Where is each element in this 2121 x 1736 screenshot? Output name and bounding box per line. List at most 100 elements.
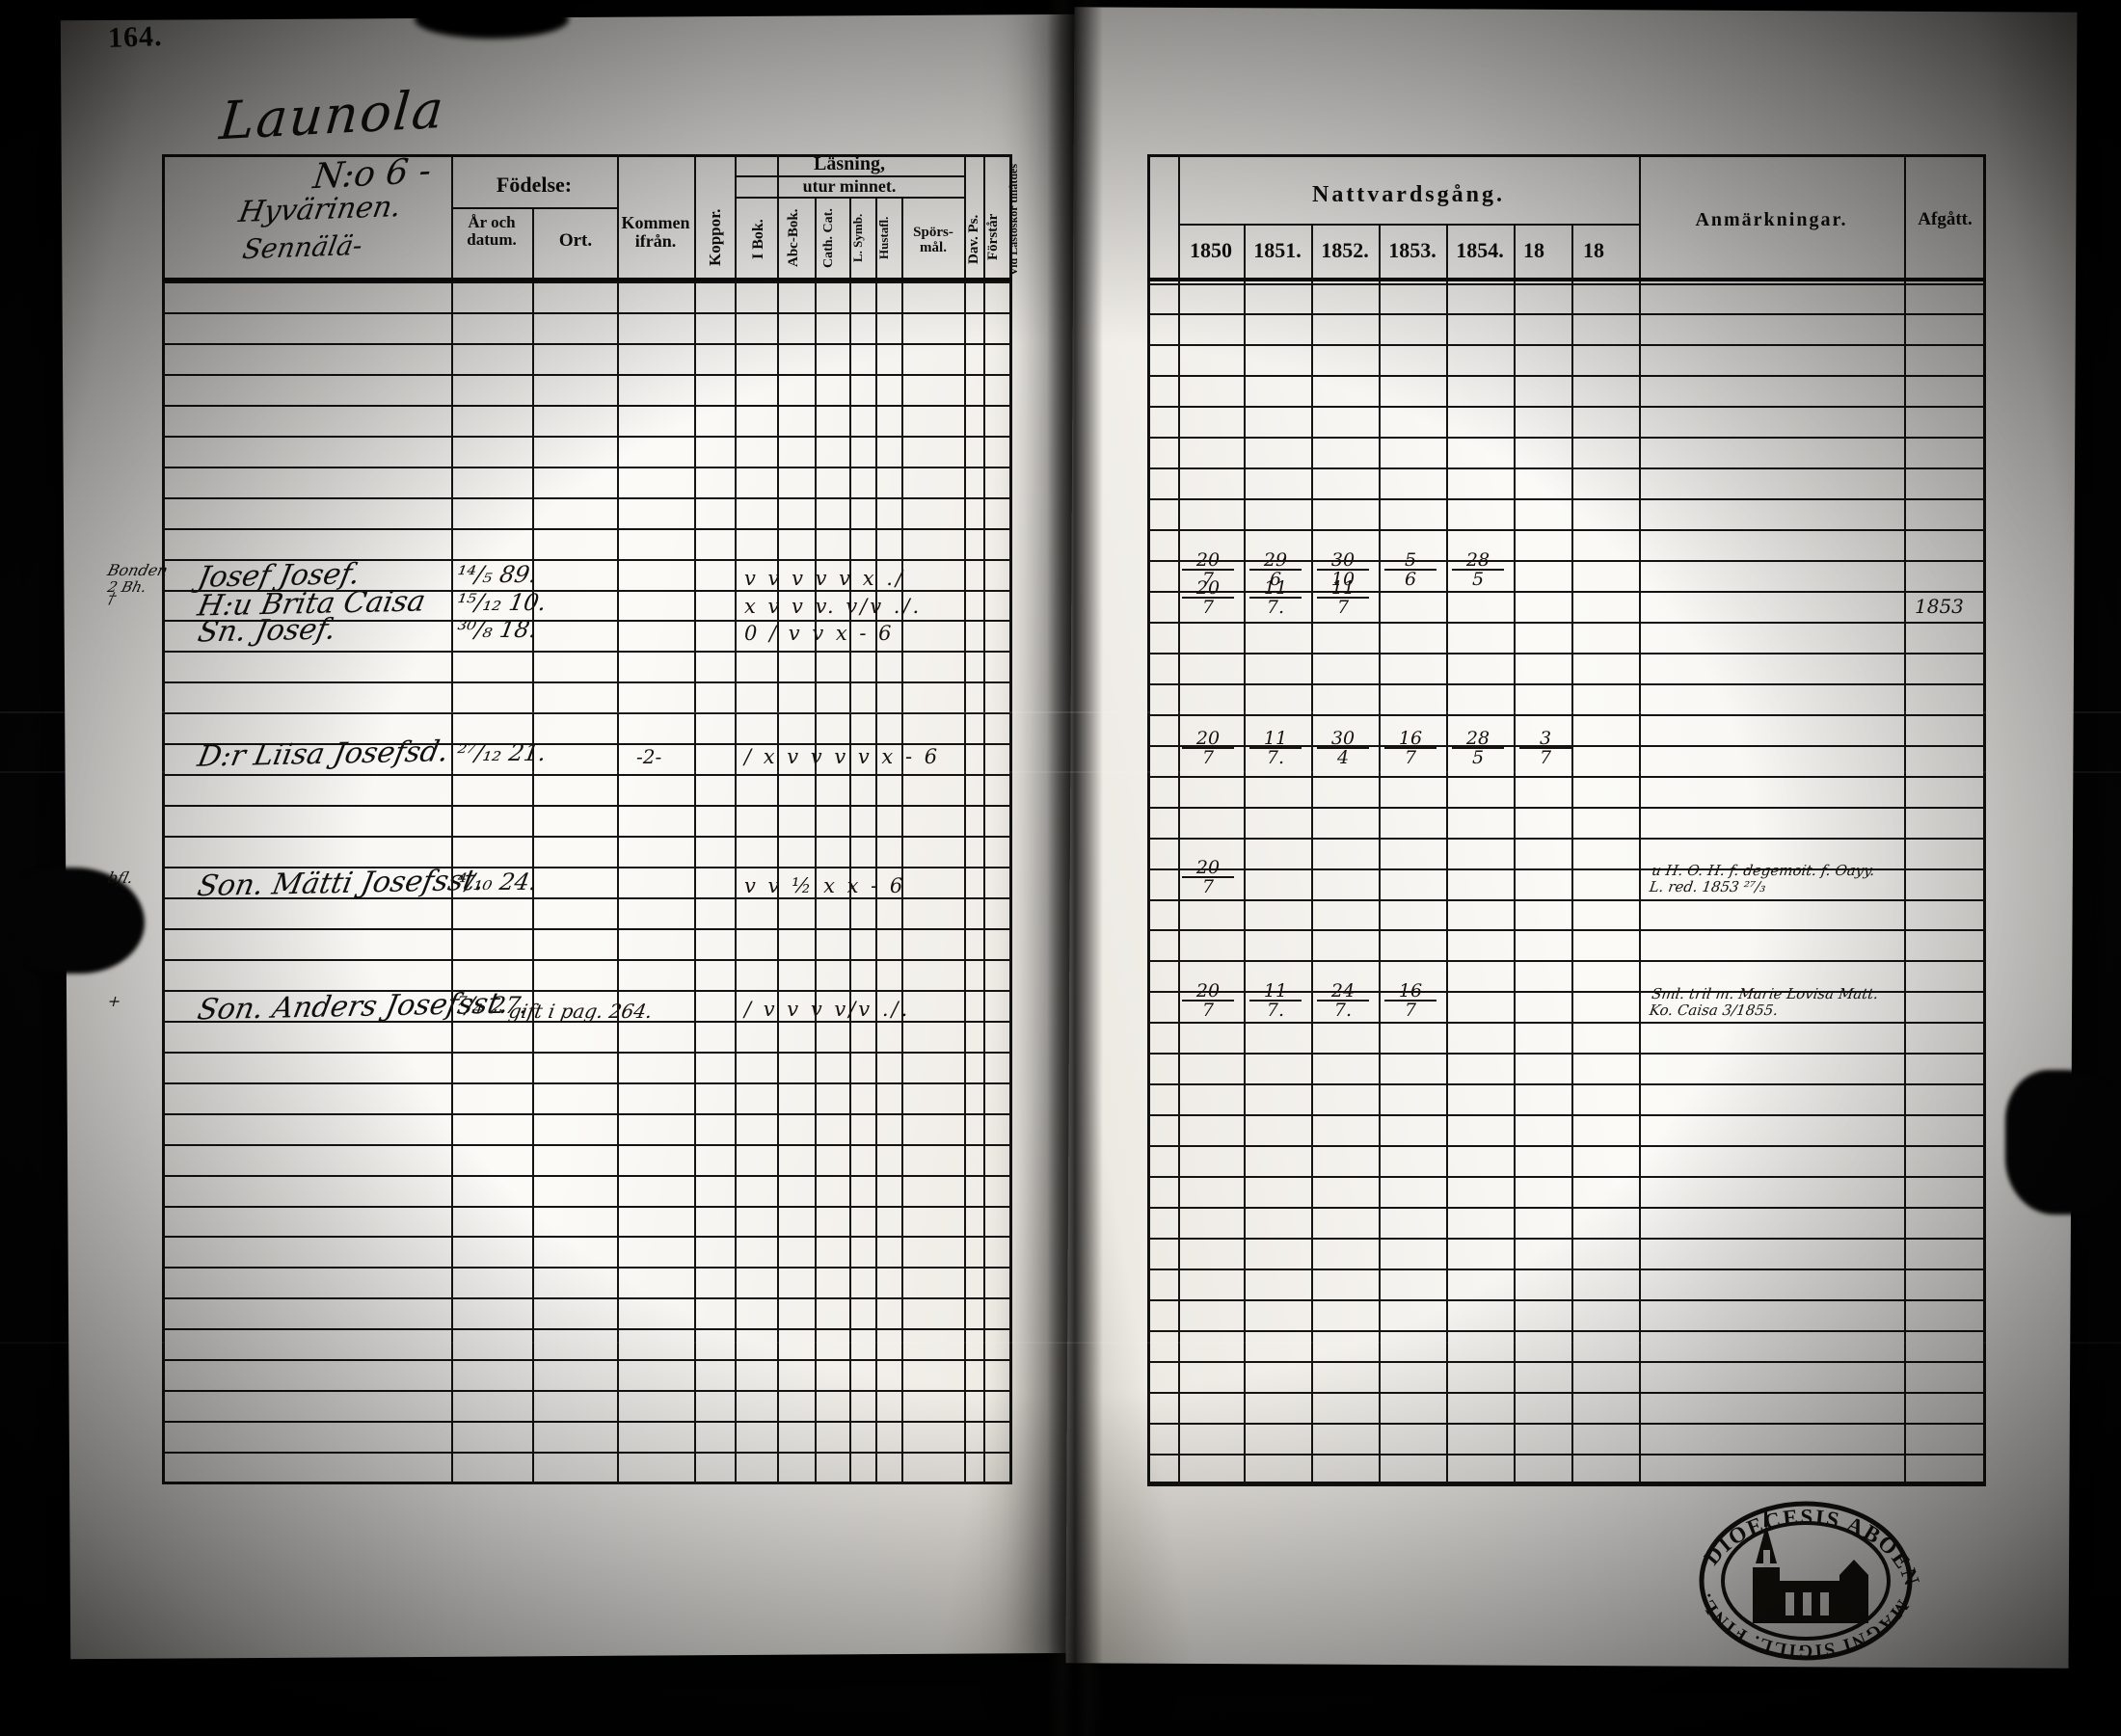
entry-name: Sn. Josef. (195, 612, 339, 650)
header-koppor: Koppor. (706, 208, 724, 266)
rule-cathcat-right (849, 197, 851, 1484)
header-abc-bok: Abc-Bok. (786, 208, 801, 268)
rule-pox-right (735, 154, 737, 1484)
entry-margin-note: Bonden (105, 560, 171, 579)
right-record-table (1147, 154, 1986, 1484)
communion-date: 30 4 (1317, 730, 1369, 767)
entry-from: -2- (636, 745, 662, 769)
row-rule-right (1147, 1145, 1986, 1148)
entry-birth-year: ⁴/₁₀ 24. (454, 868, 540, 896)
row-rule-right (1147, 406, 1986, 409)
rule-birth-group (451, 207, 617, 209)
row-rule-left (162, 836, 1012, 839)
row-rule-left (162, 927, 1012, 930)
header-year-1852: 1852. (1321, 238, 1369, 262)
entry-reading-marks: 0 / v v x - 6 (744, 622, 895, 646)
row-rule-left (162, 1236, 1012, 1239)
shadow-blob-top (415, 0, 569, 39)
header-forstar: Förstår (985, 213, 1001, 261)
row-rule-right (1147, 960, 1986, 963)
row-rule-left (162, 805, 1012, 808)
row-rule-right (1147, 344, 1986, 347)
rule-afgatt-left (1904, 154, 1906, 1484)
communion-date: 20 7 (1182, 730, 1234, 767)
row-rule-left (162, 681, 1012, 684)
header-year-blank-2: 18 (1583, 238, 1604, 262)
header-nattvardsgang: Nattvardsgång. (1311, 182, 1505, 207)
row-rule-right (1147, 1207, 1986, 1209)
communion-date: 16 7 (1384, 982, 1436, 1020)
header-anmarkningar: Anmärkningar. (1695, 209, 1848, 230)
row-rule-right (1147, 682, 1986, 685)
row-rule-right (1147, 1022, 1986, 1025)
header-cath-cat: Cath. Cat. (821, 208, 836, 268)
rule-year-1 (1244, 224, 1246, 1484)
row-rule-left (162, 435, 1012, 438)
rule-names-right (451, 154, 453, 1484)
entry-birth-year: ¹⁵/₁₂ 10. (454, 588, 549, 616)
communion-date: 20 7 (1182, 578, 1234, 616)
row-rule-right (1147, 652, 1986, 654)
rule-birthplace-right (617, 154, 619, 1484)
header-year-1854: 1854. (1456, 238, 1504, 262)
row-rule-right (1147, 1422, 1986, 1425)
communion-date: 11 7. (1249, 730, 1302, 767)
row-rule-left (162, 1051, 1012, 1054)
row-rule-right (1147, 1237, 1986, 1240)
header-sporsmal: Spörs-mål. (913, 225, 953, 255)
header-afgatt: Afgått. (1918, 209, 1973, 229)
scan-scratch-3 (0, 1342, 2121, 1344)
row-rule-left (162, 311, 1012, 314)
header-ort: Ort. (558, 230, 593, 251)
row-rule-left (162, 958, 1012, 961)
entry-reading-marks: x v v v. v/v ./. (744, 594, 923, 618)
row-rule-left (162, 527, 1012, 530)
rule-year-5 (1514, 224, 1516, 1484)
row-rule-right (1147, 1176, 1986, 1178)
row-rule-left (162, 1452, 1012, 1455)
entry-annotation: Sml. tril m. Marie Lovisa Matt. Ko. Cais… (1648, 985, 1880, 1020)
rule-year-4 (1446, 224, 1448, 1484)
entry-departed: 1853 (1915, 594, 1964, 618)
header-kommen-ifran: Kommen ifrån. (619, 214, 692, 251)
row-rule-right (1147, 1298, 1986, 1301)
entry-margin-note: bfl. (105, 868, 136, 888)
row-rule-right (1147, 1360, 1986, 1363)
rule-sporsmal-right (964, 154, 966, 1484)
rule-reading-sub (735, 197, 964, 199)
rule-year-2 (1311, 224, 1313, 1484)
row-rule-left (162, 651, 1012, 654)
rule-from-right (694, 154, 696, 1484)
row-rule-left (162, 373, 1012, 376)
row-rule-left (162, 1205, 1012, 1208)
communion-date: 28 5 (1452, 730, 1504, 767)
entry-birth-year: ¹⁴/₅ 89. (454, 560, 540, 588)
row-rule-left (162, 1297, 1012, 1300)
row-rule-right (1147, 1391, 1986, 1394)
entry-reading-marks: v v ½ x x - 6 (744, 874, 906, 898)
header-year-1853: 1853. (1388, 238, 1436, 262)
row-rule-left (162, 466, 1012, 468)
row-rule-left (162, 1267, 1012, 1269)
rule-ibok-right (777, 154, 779, 1484)
row-rule-left (162, 1328, 1012, 1331)
communion-date: 28 5 (1452, 550, 1504, 588)
rule-birthyear-right (532, 207, 534, 1484)
communion-date: 11 7. (1249, 578, 1302, 616)
header-utur-minnet: utur minnet. (802, 176, 897, 196)
row-rule-left (162, 774, 1012, 777)
row-rule-left (162, 1143, 1012, 1146)
row-rule-right (1147, 775, 1986, 778)
rule-right-header-bottom (1147, 278, 1986, 281)
rule-notes-left (1639, 154, 1641, 1484)
row-rule-left (162, 1112, 1012, 1115)
row-rule-left (162, 1082, 1012, 1084)
entry-name: D:r Liisa Josefsd. (195, 734, 452, 774)
row-rule-right (1147, 1053, 1986, 1055)
diocese-seal: DIOECESIS ABOENSIS MAGNI SIGILL. FINL. (1685, 1492, 1926, 1666)
row-rule-right (1147, 375, 1986, 378)
left-record-table (162, 154, 1012, 1484)
rule-hustafl-right (901, 197, 903, 1484)
